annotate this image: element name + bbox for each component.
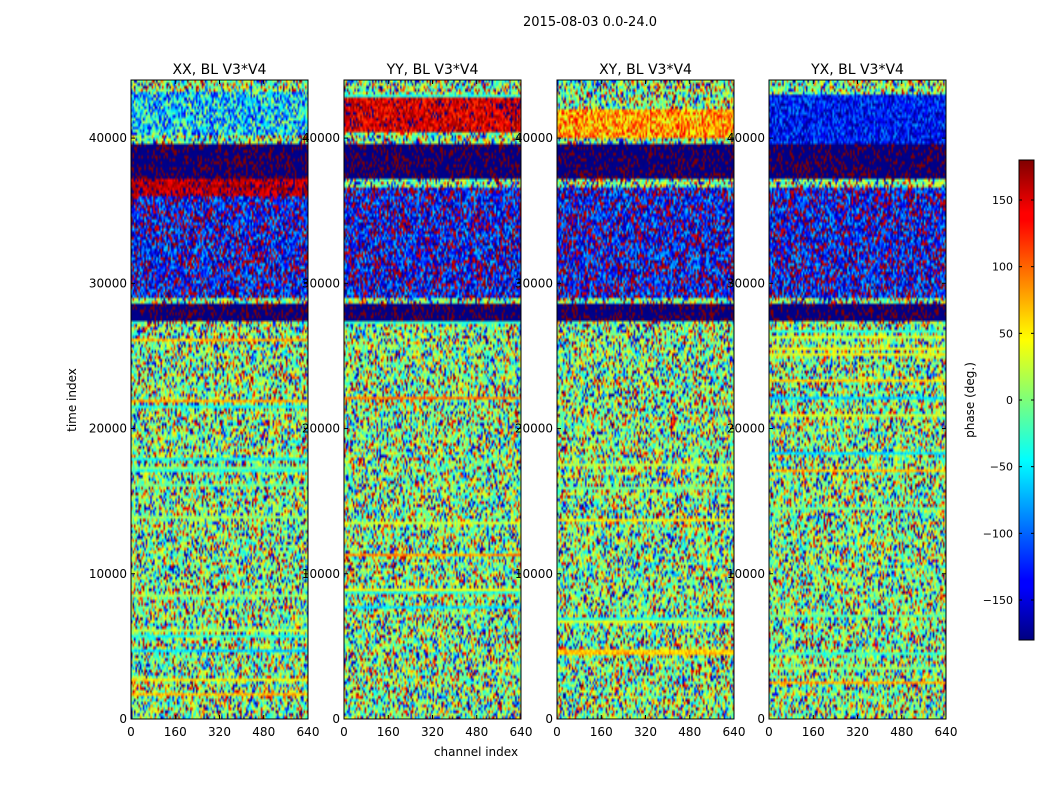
y-axis-label: time index bbox=[65, 368, 79, 432]
y-tick-label: 20000 bbox=[727, 422, 765, 436]
y-tick-label: 0 bbox=[119, 712, 127, 726]
y-tick-label: 20000 bbox=[89, 422, 127, 436]
x-tick-label: 480 bbox=[678, 725, 701, 739]
y-tick-label: 0 bbox=[332, 712, 340, 726]
colorbar-tick-label: −50 bbox=[990, 461, 1013, 474]
colorbar-tick-label: 100 bbox=[992, 261, 1013, 274]
panels-layer: XX, BL V3*V4 0 160 320 480 640 0 10000 20000 3000… bbox=[89, 62, 958, 739]
colorbar-label: phase (deg.) bbox=[963, 362, 977, 438]
x-tick-label: 0 bbox=[127, 725, 135, 739]
panel-title: XX, BL V3*V4 bbox=[173, 62, 267, 78]
x-tick-label: 0 bbox=[340, 725, 348, 739]
phase-heatmap-image bbox=[769, 80, 946, 719]
x-tick-label: 160 bbox=[590, 725, 613, 739]
x-tick-label: 160 bbox=[164, 725, 187, 739]
y-tick-label: 30000 bbox=[515, 276, 553, 290]
x-axis-label: channel index bbox=[434, 745, 518, 759]
y-tick-label: 0 bbox=[545, 712, 553, 726]
x-tick-label: 640 bbox=[723, 725, 746, 739]
phase-heatmap-image bbox=[557, 80, 734, 719]
y-tick-label: 20000 bbox=[302, 422, 340, 436]
panel-3: YX, BL V3*V4 0 160 320 480 640 0 10000 20000 3000… bbox=[727, 62, 958, 739]
x-tick-label: 640 bbox=[510, 725, 533, 739]
panel-1: YY, BL V3*V4 0 160 320 480 640 0 10000 20000 3000… bbox=[302, 62, 533, 739]
colorbar-tick-label: 50 bbox=[999, 327, 1013, 340]
x-tick-label: 320 bbox=[208, 725, 231, 739]
colorbar-tick-label: −150 bbox=[983, 594, 1013, 607]
x-tick-label: 0 bbox=[765, 725, 773, 739]
y-tick-label: 10000 bbox=[302, 567, 340, 581]
y-tick-label: 0 bbox=[757, 712, 765, 726]
y-tick-label: 20000 bbox=[515, 422, 553, 436]
colorbar-tick-label: 0 bbox=[1006, 394, 1013, 407]
y-tick-label: 30000 bbox=[302, 276, 340, 290]
x-tick-label: 320 bbox=[846, 725, 869, 739]
x-tick-label: 160 bbox=[802, 725, 825, 739]
x-tick-label: 480 bbox=[890, 725, 913, 739]
y-tick-label: 10000 bbox=[727, 567, 765, 581]
y-tick-label: 10000 bbox=[89, 567, 127, 581]
y-tick-label: 30000 bbox=[89, 276, 127, 290]
x-tick-label: 640 bbox=[297, 725, 320, 739]
colorbar-tick-label: 150 bbox=[992, 194, 1013, 207]
y-tick-label: 40000 bbox=[727, 131, 765, 145]
y-tick-label: 40000 bbox=[515, 131, 553, 145]
y-tick-label: 30000 bbox=[727, 276, 765, 290]
x-tick-label: 480 bbox=[252, 725, 275, 739]
y-tick-label: 40000 bbox=[89, 131, 127, 145]
x-tick-label: 160 bbox=[377, 725, 400, 739]
colorbar: 150 100 50 0 −50 −100 −150 phase (deg.) bbox=[963, 159, 1035, 641]
x-tick-label: 320 bbox=[421, 725, 444, 739]
x-tick-label: 320 bbox=[634, 725, 657, 739]
figure-suptitle: 2015-08-03 0.0-24.0 bbox=[523, 15, 657, 30]
y-tick-label: 40000 bbox=[302, 131, 340, 145]
x-tick-label: 480 bbox=[465, 725, 488, 739]
y-tick-label: 10000 bbox=[515, 567, 553, 581]
panel-0: XX, BL V3*V4 0 160 320 480 640 0 10000 20000 3000… bbox=[89, 62, 320, 739]
panel-title: YY, BL V3*V4 bbox=[386, 62, 479, 78]
x-tick-label: 0 bbox=[553, 725, 561, 739]
phase-heatmap-image bbox=[131, 80, 308, 719]
colorbar-ticks: 150 100 50 0 −50 −100 −150 bbox=[983, 194, 1034, 607]
panel-title: YX, BL V3*V4 bbox=[810, 62, 904, 78]
x-tick-label: 640 bbox=[935, 725, 958, 739]
phase-heatmap-image bbox=[344, 80, 521, 719]
panel-2: XY, BL V3*V4 0 160 320 480 640 0 10000 20000 3000… bbox=[515, 62, 746, 739]
colorbar-tick-label: −100 bbox=[983, 527, 1013, 540]
panel-title: XY, BL V3*V4 bbox=[599, 62, 692, 78]
